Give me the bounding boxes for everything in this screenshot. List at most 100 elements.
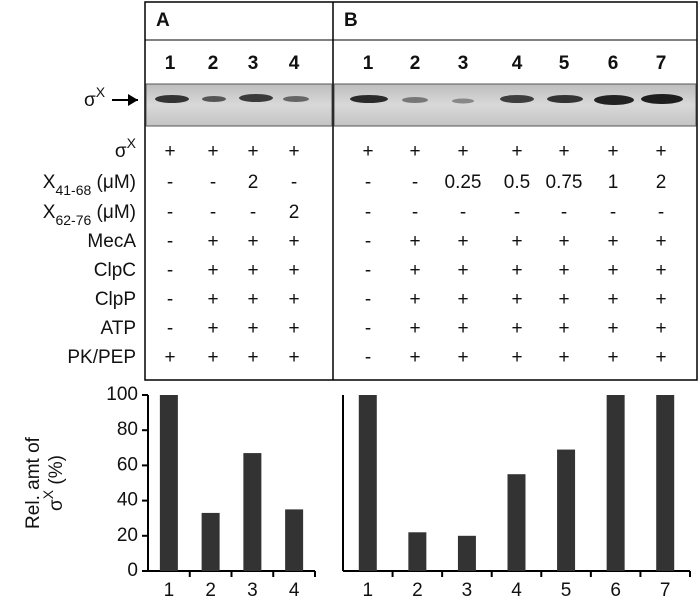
bar (557, 449, 576, 571)
table-cell: + (457, 141, 468, 162)
table-cell: - (365, 202, 371, 223)
table-cell: + (247, 289, 258, 310)
table-cell: + (655, 260, 666, 281)
y-tick-label: 0 (127, 560, 138, 581)
table-cell: - (167, 202, 173, 223)
table-cell: - (167, 318, 173, 339)
y-tick-label: 40 (117, 490, 138, 511)
row-label: PK/PEP (67, 347, 136, 368)
table-cell: 2 (248, 172, 259, 193)
row-label: σX (115, 135, 137, 162)
table-cell: - (365, 318, 371, 339)
x-tick-label: 1 (362, 580, 373, 601)
x-tick-label: 2 (205, 580, 216, 601)
bar (358, 395, 377, 571)
table-cell: + (607, 231, 618, 252)
y-tick-label: 80 (117, 419, 138, 440)
table-cell: 0.75 (546, 172, 583, 193)
table-cell: + (457, 289, 468, 310)
lane-number: 5 (559, 53, 570, 74)
lane-number: 4 (289, 53, 300, 74)
label-text: X (43, 202, 56, 223)
x-tick-label: 2 (412, 580, 423, 601)
lane-number: 6 (608, 53, 619, 74)
label-text: MecA (87, 231, 136, 252)
x-tick-label: 6 (610, 580, 621, 601)
label-suffix: (μM) (91, 202, 136, 223)
table-cell: + (207, 231, 218, 252)
table-cell: - (167, 289, 173, 310)
table-cell: + (288, 289, 299, 310)
row-label: ClpP (95, 289, 136, 310)
table-cell: - (250, 202, 256, 223)
table-cell: + (558, 141, 569, 162)
table-cell: - (412, 202, 418, 223)
table-cell: 2 (656, 172, 667, 193)
table-cell: + (288, 347, 299, 368)
x-tick-label: 7 (660, 580, 671, 601)
table-cell: + (288, 260, 299, 281)
table-cell: + (511, 231, 522, 252)
table-cell: + (558, 231, 569, 252)
table-cell: - (610, 202, 616, 223)
label-sup: X (127, 135, 137, 151)
row-label: ClpC (94, 260, 136, 281)
table-cell: + (558, 289, 569, 310)
table-cell: + (409, 347, 420, 368)
label-suffix: (%) (46, 455, 67, 490)
table-cell: - (167, 260, 173, 281)
table-cell: - (365, 289, 371, 310)
table-cell: + (607, 289, 618, 310)
lane-number: 4 (512, 53, 523, 74)
gel-bands (155, 94, 683, 105)
table-cell: - (514, 202, 520, 223)
y-axis-label: Rel. amt of σX (%) (23, 436, 67, 529)
row-label: ATP (100, 318, 136, 339)
y-tick-label: 20 (117, 525, 138, 546)
table-cell: + (409, 318, 420, 339)
table-cell: 2 (289, 202, 300, 223)
table-cell: + (558, 260, 569, 281)
label-text: ClpC (94, 260, 136, 281)
label-sub: 62-76 (55, 212, 91, 228)
table-cell: + (511, 289, 522, 310)
table-cell: + (457, 260, 468, 281)
panel-label: B (344, 10, 358, 31)
table-cell: - (658, 202, 664, 223)
table-cell: + (288, 141, 299, 162)
y-tick-label: 60 (117, 454, 138, 475)
lane-number: 2 (208, 53, 219, 74)
table-cell: + (607, 318, 618, 339)
label-text: σ (46, 499, 67, 511)
table-cell: - (561, 202, 567, 223)
lane-number: 3 (248, 53, 259, 74)
table-cell: + (409, 231, 420, 252)
label-sup: X (40, 489, 56, 499)
table-cell: + (207, 347, 218, 368)
bar (656, 395, 675, 571)
table-cell: + (409, 141, 420, 162)
label-sup: X (96, 84, 106, 100)
table-cell: + (457, 347, 468, 368)
table-cell: + (511, 318, 522, 339)
row-label: MecA (87, 231, 136, 252)
table-cell: + (288, 318, 299, 339)
lane-number: 7 (656, 53, 667, 74)
gel-arrow-head (128, 94, 138, 106)
table-cell: + (164, 141, 175, 162)
table-cell: + (207, 318, 218, 339)
panel-frame (144, 1, 698, 381)
table-cell: + (655, 318, 666, 339)
x-tick-label: 4 (511, 580, 522, 601)
x-tick-label: 4 (289, 580, 300, 601)
x-tick-label: 1 (164, 580, 175, 601)
x-tick-label: 3 (247, 580, 258, 601)
table-cell: + (409, 260, 420, 281)
table-cell: + (655, 231, 666, 252)
table-cell: - (167, 231, 173, 252)
table-cell: - (460, 202, 466, 223)
bar (457, 535, 476, 571)
table-cell: - (365, 347, 371, 368)
table-cell: + (607, 260, 618, 281)
